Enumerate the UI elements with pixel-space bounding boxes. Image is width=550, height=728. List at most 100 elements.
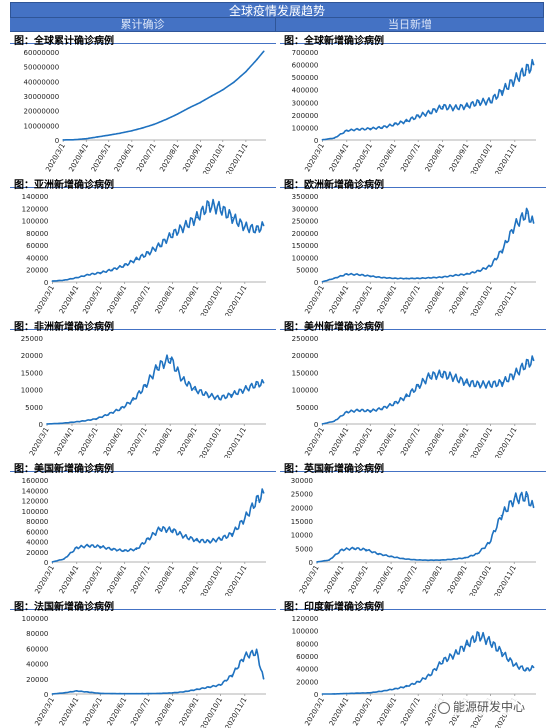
data-point [365,548,367,551]
x-tick-label: 2020/9/1 [448,284,471,315]
data-point [357,128,360,131]
data-point [441,276,444,278]
data-point [345,692,348,695]
data-point [429,111,431,114]
data-point [501,381,504,384]
data-point [111,268,113,271]
x-tick-label: 2020/9/1 [176,426,199,457]
data-point [153,123,155,126]
y-tick-label: 0 [309,559,313,567]
x-tick-label: 2020/8/1 [154,564,177,595]
data-point [75,276,78,279]
x-tick-label: 2020/4/1 [328,142,351,173]
panel-divider [280,43,546,44]
x-tick-label: 2020/5/1 [351,284,374,315]
data-point [63,692,65,694]
x-tick-label: 2020/3/1 [33,284,56,315]
x-tick-label: 2020/5/1 [351,142,374,173]
data-point [477,101,480,104]
data-point [466,105,468,107]
data-point [417,681,420,683]
chart-title: 图：英国新增确诊病例 [284,464,384,475]
data-point [99,692,102,695]
chart-panel: 图：全球新增确诊病例 0 100000 200000 300000 400000 50000… [280,32,546,174]
data-point [453,653,456,656]
data-point [532,222,535,224]
x-tick-label: 2020/8/1 [421,564,444,595]
series-line [52,198,265,282]
data-point [466,643,468,646]
data-point [107,134,110,136]
data-point [489,383,492,386]
data-point [333,137,335,139]
y-tick-label: 120000 [22,498,49,506]
y-tick-label: 0 [39,421,43,429]
x-tick-label: 2020/8/1 [158,142,181,173]
y-tick-label: 50000 [296,267,318,275]
data-point [321,138,324,141]
y-tick-label: 200000 [292,352,319,360]
data-point [255,383,258,386]
y-tick-label: 160000 [22,477,49,485]
data-point [345,129,348,132]
data-point [96,136,99,138]
x-tick-label: 2020/8/1 [154,284,177,315]
x-tick-label: 2020/10/1 [469,284,494,316]
y-tick-label: 0 [314,279,318,287]
data-point [525,669,528,671]
data-point [453,274,456,277]
data-point [357,692,360,694]
data-point [451,558,454,561]
panel-divider [10,329,276,330]
data-point [63,558,65,560]
chart-panel: 图：非洲新增确诊病例 0 5000 10000 15000 20000 25000 2020/… [10,318,276,458]
data-point [513,224,516,227]
x-tick-label: 2020/9/1 [448,426,471,457]
y-tick-label: 20000 [26,676,48,684]
data-point [171,529,174,532]
x-tick-label: 2020/4/1 [328,284,351,315]
data-point [196,688,198,691]
data-point [206,393,209,396]
panel-divider [10,609,276,610]
y-tick-label: 80000 [26,230,48,238]
y-tick-label: 140000 [22,193,49,201]
data-point [532,359,535,362]
x-tick-label: 2020/6/1 [102,426,125,457]
y-tick-label: 20000 [26,267,48,275]
x-tick-label: 2020/9/1 [178,696,201,727]
data-point [183,535,186,538]
data-point [196,539,198,542]
data-point [233,81,235,84]
panel-divider [10,43,276,44]
y-tick-label: 0 [44,691,48,699]
panel-divider [280,609,546,610]
x-tick-label: 2020/11/1 [494,426,519,458]
data-point [321,423,324,425]
y-tick-label: 60000000 [24,49,60,57]
data-point [417,385,420,387]
data-point [243,225,246,228]
data-point [477,270,480,272]
chart-svg: 0 5000 10000 15000 20000 25000 2020/3/1 2020/4/… [21,335,266,458]
y-tick-label: 40000 [26,661,48,669]
series-line [46,354,265,425]
data-point [243,655,246,657]
y-tick-label: 40000 [26,254,48,262]
chart-panel: 图：美州新增确诊病例 0 50000 100000 150000 200000 250000… [280,318,546,458]
data-point [333,693,335,695]
x-tick-label: 2020/4/1 [58,564,81,595]
series-line [52,648,265,695]
x-tick-label: 2020/11/1 [224,696,249,728]
page-title: 全球疫情发展趋势 [10,2,544,18]
data-point [381,276,383,279]
y-tick-label: 100000 [292,254,319,262]
data-point [75,546,78,549]
data-point [381,407,383,410]
x-tick-label: 2020/10/1 [198,426,223,458]
data-point [85,137,88,140]
y-tick-label: 0 [55,137,59,145]
x-tick-label: 2020/4/1 [58,284,81,315]
data-point [262,224,265,227]
x-tick-label: 2020/11/1 [493,564,518,596]
